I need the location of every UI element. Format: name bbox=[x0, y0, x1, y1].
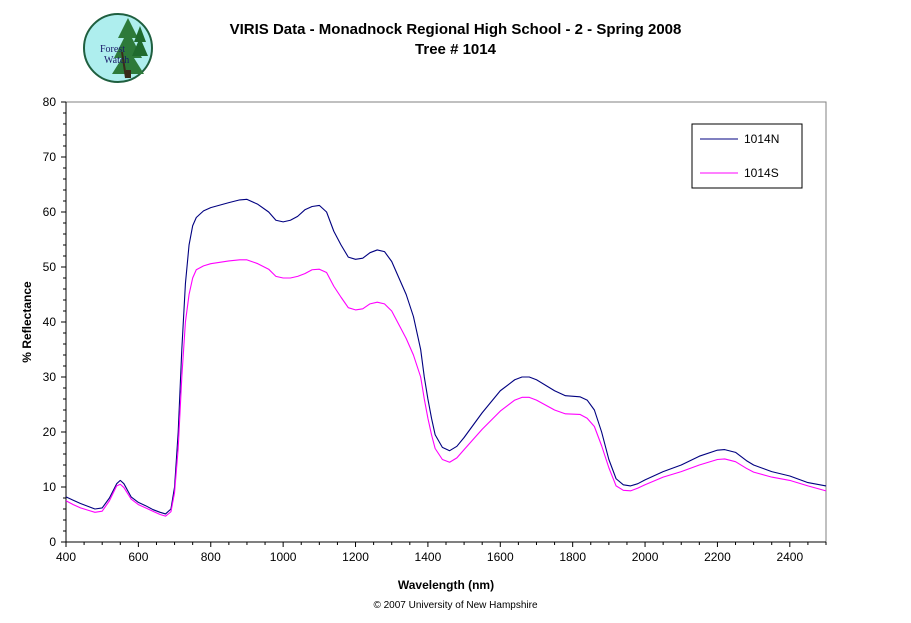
x-tick-label: 1600 bbox=[487, 550, 514, 564]
y-tick-label: 40 bbox=[43, 315, 57, 329]
logo-text-line2: Watch bbox=[104, 55, 129, 66]
x-tick-label: 1000 bbox=[270, 550, 297, 564]
legend-label-1014s: 1014S bbox=[744, 166, 779, 180]
y-tick-label: 60 bbox=[43, 205, 57, 219]
chart-title: VIRIS Data - Monadnock Regional High Sch… bbox=[229, 21, 682, 38]
logo-text-line1: Forest bbox=[100, 44, 125, 55]
x-tick-label: 600 bbox=[128, 550, 148, 564]
y-tick-label: 0 bbox=[49, 535, 56, 549]
x-axis-label: Wavelength (nm) bbox=[398, 578, 494, 592]
chart-subtitle: Tree # 1014 bbox=[415, 41, 496, 58]
y-tick-label: 50 bbox=[43, 260, 57, 274]
forest-watch-logo: Forest Watch bbox=[80, 12, 156, 84]
x-tick-label: 2000 bbox=[632, 550, 659, 564]
x-tick-label: 1400 bbox=[415, 550, 442, 564]
y-tick-label: 70 bbox=[43, 150, 57, 164]
legend-label-1014n: 1014N bbox=[744, 132, 779, 146]
y-axis-label: % Reflectance bbox=[20, 281, 34, 363]
y-tick-label: 20 bbox=[43, 425, 57, 439]
x-tick-label: 2200 bbox=[704, 550, 731, 564]
y-tick-label: 80 bbox=[43, 95, 57, 109]
x-tick-label: 2400 bbox=[776, 550, 803, 564]
x-tick-label: 1800 bbox=[559, 550, 586, 564]
y-tick-label: 30 bbox=[43, 370, 57, 384]
copyright-notice: © 2007 University of New Hampshire bbox=[373, 600, 538, 611]
y-tick-label: 10 bbox=[43, 480, 57, 494]
x-tick-label: 400 bbox=[56, 550, 76, 564]
legend-box bbox=[691, 123, 803, 189]
legend: 1014N 1014S bbox=[691, 123, 803, 189]
series-line-1014s bbox=[65, 259, 827, 517]
x-tick-label: 800 bbox=[201, 550, 221, 564]
x-tick-label: 1200 bbox=[342, 550, 369, 564]
series-line-1014n bbox=[65, 198, 827, 515]
chart-title-block: VIRIS Data - Monadnock Regional High Sch… bbox=[0, 20, 911, 60]
